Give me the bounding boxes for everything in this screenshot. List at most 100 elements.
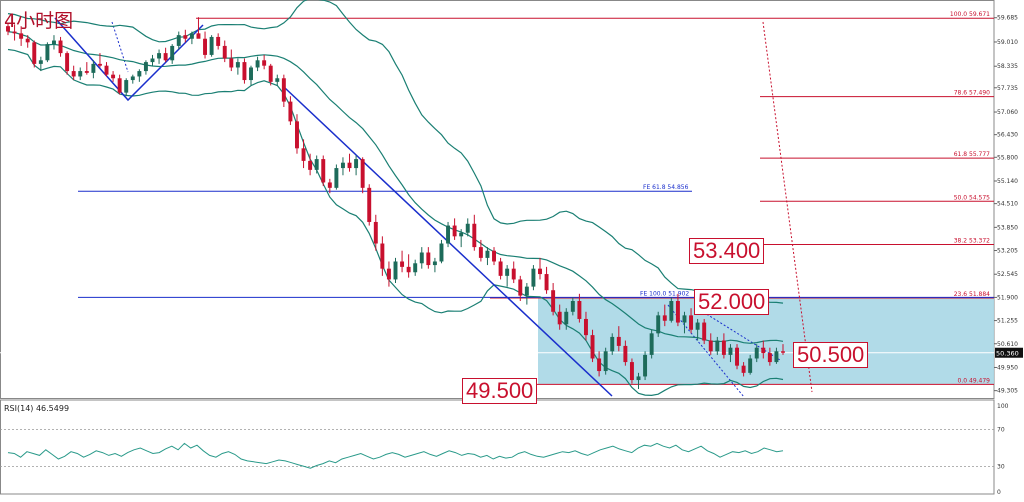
candle-body	[754, 347, 759, 359]
current-price-badge	[995, 347, 1023, 358]
candle-body	[393, 261, 398, 280]
fe-level-label: FE 100.0 51.902	[640, 290, 689, 297]
price-tick-label: 56.430	[997, 132, 1018, 139]
candle-body	[511, 268, 516, 280]
candle-body	[761, 347, 766, 354]
candle-body	[45, 44, 50, 61]
candle-body	[275, 78, 280, 82]
candle-body	[203, 38, 208, 55]
candle-body	[505, 268, 510, 276]
price-tick-label: 51.255	[997, 318, 1018, 325]
candle-body	[262, 60, 267, 66]
candle-body	[209, 36, 214, 55]
candle-body	[715, 340, 720, 352]
candle-body	[216, 36, 221, 46]
candle-body	[774, 351, 779, 363]
candle-body	[295, 121, 299, 149]
candle-body	[426, 252, 431, 266]
fe-level-label: FE 61.8 54.856	[643, 184, 689, 191]
candle-body	[12, 31, 17, 34]
candle-body	[308, 160, 313, 170]
candle-body	[728, 347, 733, 355]
fib-level-label: 50.0 54.575	[954, 194, 990, 201]
candle-body	[610, 336, 615, 352]
candle-body	[32, 42, 37, 64]
key-level-label: 52.000	[694, 289, 770, 315]
price-tick-label: 49.950	[997, 364, 1018, 371]
candle-body	[439, 243, 444, 262]
key-level-label: 53.400	[689, 238, 765, 264]
candle-body	[551, 290, 556, 312]
candle-body	[321, 159, 326, 183]
candle-body	[157, 53, 162, 59]
fib-level-label: 38.2 53.372	[954, 238, 990, 245]
candle-body	[196, 33, 201, 39]
candle-body	[531, 268, 536, 287]
candle-body	[524, 286, 529, 296]
candle-body	[492, 250, 496, 262]
rsi-panel-frame	[0, 399, 995, 495]
candle-body	[380, 243, 385, 269]
candle-body	[354, 159, 359, 169]
price-tick-label: 59.010	[997, 39, 1018, 46]
candle-body	[288, 101, 293, 122]
candle-body	[675, 301, 680, 323]
candle-body	[52, 40, 56, 45]
rsi-tick-label: 70	[997, 427, 1005, 434]
candle-body	[577, 301, 582, 319]
candle-body	[6, 26, 10, 32]
candle-body	[117, 78, 122, 93]
candle-body	[347, 162, 352, 169]
candle-body	[518, 279, 523, 296]
candle-body	[84, 71, 89, 73]
price-tick-label: 55.140	[997, 178, 1018, 185]
candle-body	[334, 168, 339, 188]
candle-body	[242, 62, 247, 81]
projection-line	[111, 21, 129, 73]
candle-body	[452, 225, 457, 237]
candle-body	[281, 78, 286, 102]
candle-body	[124, 80, 129, 93]
price-tick-label: 55.800	[997, 154, 1018, 161]
candle-body	[58, 40, 63, 54]
candle-body	[583, 318, 588, 336]
candle-body	[570, 301, 575, 312]
fib-level-label: 23.6 51.884	[954, 291, 990, 298]
candle-body	[465, 223, 470, 233]
key-level-label: 50.500	[793, 342, 869, 368]
candle-body	[130, 76, 135, 81]
candle-body	[183, 35, 188, 39]
chart-title: 4小时图	[4, 10, 74, 32]
rsi-tick-label: 100	[997, 403, 1009, 410]
candle-body	[406, 266, 411, 273]
candle-body	[590, 335, 595, 359]
price-tick-label: 57.735	[997, 85, 1018, 92]
rsi-tick-label: 30	[997, 463, 1005, 470]
candle-body	[314, 159, 319, 170]
price-tick-label: 51.900	[997, 294, 1018, 301]
candle-body	[446, 225, 451, 244]
key-level-label: 49.500	[462, 378, 538, 404]
candle-body	[708, 340, 713, 352]
price-tick-label: 53.850	[997, 224, 1018, 231]
price-tick-label: 58.335	[997, 63, 1018, 70]
candle-body	[643, 354, 648, 377]
candle-body	[386, 268, 391, 280]
candle-body	[748, 358, 753, 373]
current-price-label: 50.360	[996, 350, 1019, 358]
candle-body	[478, 247, 483, 258]
candle-body	[597, 358, 602, 372]
candle-body	[255, 60, 260, 68]
bollinger-upper-band	[7, 0, 784, 304]
candle-body	[268, 65, 273, 82]
candle-body	[603, 351, 608, 372]
candle-body	[97, 63, 102, 66]
candle-body	[616, 336, 621, 346]
candle-body	[143, 62, 148, 72]
rsi-tick-label: 0	[997, 489, 1001, 496]
candle-body	[137, 71, 142, 77]
candle-body	[91, 63, 96, 73]
candle-body	[222, 45, 227, 59]
